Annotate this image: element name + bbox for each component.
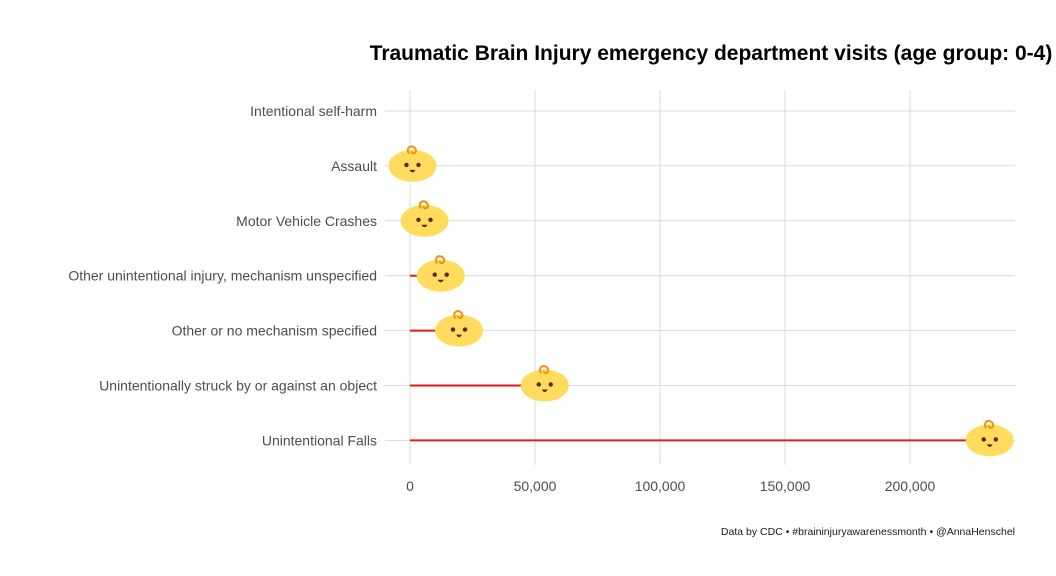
baby-face-icon — [388, 145, 437, 182]
x-tick-label: 50,000 — [514, 478, 557, 494]
x-tick-label: 200,000 — [885, 478, 936, 494]
baby-face-head — [965, 424, 1014, 457]
baby-hair-curl — [539, 364, 550, 374]
baby-hair-curl — [984, 419, 995, 429]
baby-hair-curl — [418, 200, 429, 210]
chart-caption: Data by CDC • #braininjuryawarenessmonth… — [721, 526, 1015, 538]
baby-face-head — [520, 369, 569, 402]
baby-left-eye — [450, 327, 456, 332]
baby-mouth — [986, 444, 993, 447]
baby-right-eye — [548, 382, 553, 387]
category-label: Intentional self-harm — [250, 103, 377, 119]
baby-left-eye — [981, 437, 986, 442]
baby-face-icon — [435, 310, 483, 347]
grid-layer — [385, 90, 1015, 465]
baby-mouth — [421, 224, 428, 228]
baby-face-head — [435, 314, 483, 347]
x-tick-label: 100,000 — [635, 478, 686, 494]
baby-mouth — [409, 169, 416, 173]
baby-face-head — [400, 204, 449, 237]
baby-mouth — [541, 389, 548, 392]
baby-face-icon — [965, 419, 1014, 457]
baby-hair-curl — [435, 255, 446, 265]
baby-mouth — [437, 279, 444, 283]
category-label: Other or no mechanism specified — [172, 323, 377, 339]
category-label: Motor Vehicle Crashes — [236, 213, 377, 229]
baby-left-eye — [416, 217, 421, 222]
baby-face-head — [388, 149, 437, 182]
baby-face-icon — [416, 255, 465, 292]
labels-layer: 0 50,000 100,000 150,000 200,000 Intentional … — [68, 103, 935, 494]
baby-hair-curl — [406, 145, 417, 155]
baby-mouth — [456, 334, 462, 338]
baby-left-eye — [404, 162, 409, 168]
x-tick-label: 0 — [406, 478, 414, 494]
category-label: Unintentionally struck by or against an … — [99, 378, 377, 394]
chart-title: Traumatic Brain Injury emergency departm… — [370, 42, 1053, 65]
marks-layer — [388, 145, 1014, 457]
baby-left-eye — [536, 382, 541, 387]
baby-hair-curl — [453, 310, 464, 320]
baby-right-eye — [993, 437, 998, 442]
x-tick-label: 150,000 — [760, 478, 811, 494]
baby-face-icon — [400, 200, 449, 237]
baby-right-eye — [444, 272, 449, 277]
category-label: Other unintentional injury, mechanism un… — [68, 268, 377, 284]
baby-face-icon — [520, 364, 569, 402]
category-label: Assault — [331, 158, 377, 174]
category-label: Unintentional Falls — [262, 432, 377, 448]
baby-right-eye — [462, 327, 468, 332]
baby-right-eye — [428, 217, 433, 222]
baby-face-head — [416, 259, 465, 292]
baby-left-eye — [432, 272, 437, 277]
baby-right-eye — [416, 162, 421, 168]
